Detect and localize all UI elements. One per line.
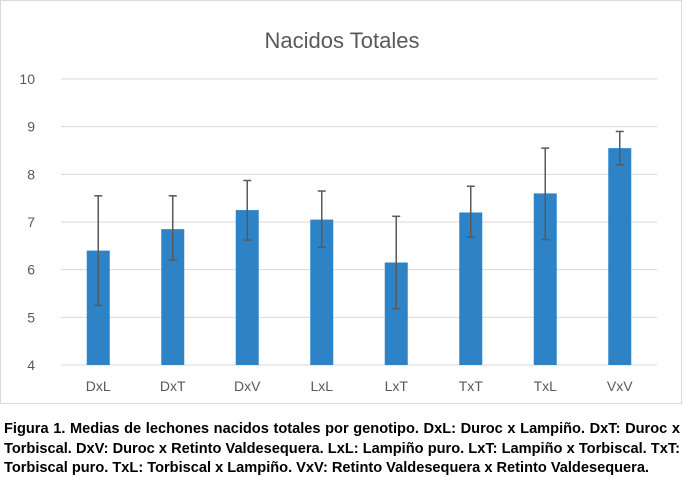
error-bar-TxL — [541, 147, 550, 241]
y-tick-label: 5 — [27, 309, 35, 325]
error-bar-LxT — [392, 215, 401, 310]
bar-LxT — [384, 262, 408, 365]
y-tick-label: 9 — [27, 119, 35, 135]
x-tick-label: DxV — [234, 378, 261, 394]
error-bar-DxL — [94, 195, 103, 307]
x-tick-label: LxT — [385, 378, 409, 394]
y-tick-label: 8 — [27, 166, 35, 182]
bar-VxV — [608, 148, 632, 365]
bar-DxV — [235, 210, 259, 365]
gridlines — [61, 78, 657, 366]
error-bar-TxT — [466, 185, 475, 239]
y-tick-label: 10 — [19, 71, 35, 87]
error-bar-DxV — [243, 179, 252, 241]
figure-caption: Figura 1. Medias de lechones nacidos tot… — [4, 421, 680, 476]
x-axis-ticks: DxL DxT DxV LxL LxT TxT TxL VxV — [86, 378, 633, 394]
bar-LxL — [310, 219, 334, 365]
bar-DxL — [86, 250, 110, 365]
y-tick-label: 4 — [27, 357, 35, 373]
x-tick-label: DxL — [86, 378, 111, 394]
error-bar-VxV — [615, 130, 624, 166]
x-tick-label: VxV — [607, 378, 633, 394]
y-tick-label: 7 — [27, 214, 35, 230]
bars — [86, 148, 632, 365]
x-tick-label: TxT — [459, 378, 484, 394]
bar-TxT — [459, 212, 483, 365]
chart-title: Nacidos Totales — [265, 28, 420, 53]
chart-frame: Nacidos Totales 4 5 6 7 8 9 10 DxL DxT DxV LxL LxT… — [0, 0, 682, 404]
x-tick-label: LxL — [310, 378, 333, 394]
error-bar-DxT — [168, 195, 177, 261]
x-tick-label: TxL — [534, 378, 558, 394]
y-axis-ticks: 4 5 6 7 8 9 10 — [19, 71, 35, 373]
bar-TxL — [533, 193, 557, 365]
error-bar-LxL — [317, 190, 326, 249]
bar-chart: Nacidos Totales 4 5 6 7 8 9 10 DxL DxT DxV LxL LxT… — [19, 28, 657, 394]
x-tick-label: DxT — [160, 378, 186, 394]
y-tick-label: 6 — [27, 262, 35, 278]
bar-DxT — [161, 229, 185, 365]
error-bars — [94, 130, 624, 310]
